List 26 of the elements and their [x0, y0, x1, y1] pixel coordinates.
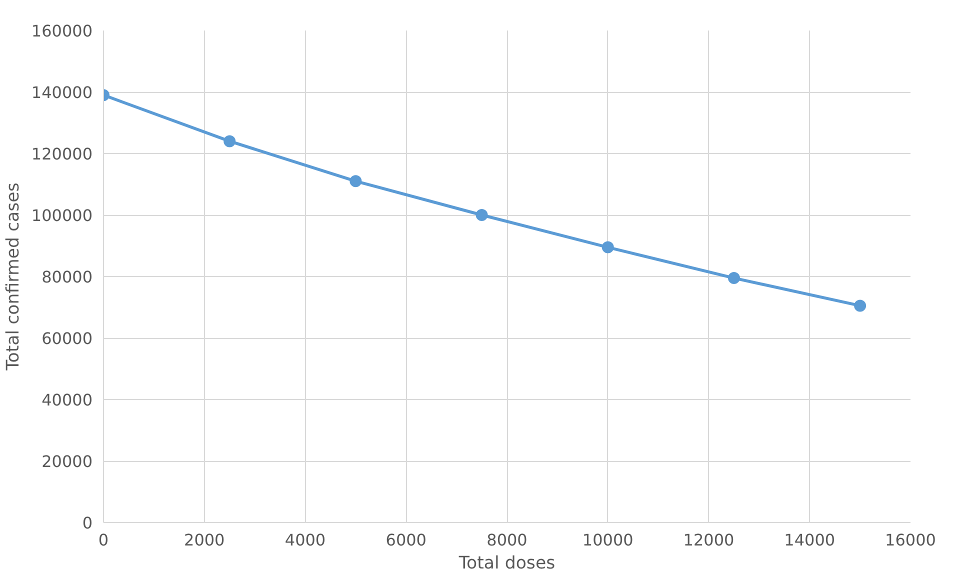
- point: [728, 272, 740, 284]
- point: [350, 175, 362, 188]
- y-tick-label: 0: [82, 514, 93, 532]
- x-tick-label: 2000: [184, 530, 225, 550]
- point: [476, 209, 488, 221]
- x-tick-label: 6000: [386, 530, 426, 550]
- y-tick-label: 40000: [42, 390, 93, 410]
- point: [224, 135, 236, 148]
- y-tick-label: 120000: [31, 144, 92, 164]
- x-tick-label: 4000: [284, 530, 326, 550]
- x-tick-label: 14000: [784, 530, 836, 550]
- x-axis-title: Total doses: [458, 554, 556, 574]
- y-tick-label: 20000: [42, 452, 93, 471]
- y-tick-label: 160000: [31, 22, 92, 40]
- y-tick-label: 60000: [42, 329, 93, 348]
- y-tick-label: 140000: [31, 83, 92, 102]
- x-tick-label: 8000: [486, 530, 528, 550]
- x-tick-label: 10000: [582, 530, 634, 550]
- x-tick-label: 12000: [683, 530, 734, 550]
- point: [854, 300, 866, 312]
- y-tick-label: 80000: [42, 268, 93, 286]
- x-tick-label: 16000: [885, 530, 936, 550]
- y-axis-title: Total confirmed cases: [3, 182, 24, 372]
- x-tick-label: 0: [98, 530, 109, 550]
- point: [602, 241, 614, 254]
- y-tick-label: 100000: [31, 206, 92, 225]
